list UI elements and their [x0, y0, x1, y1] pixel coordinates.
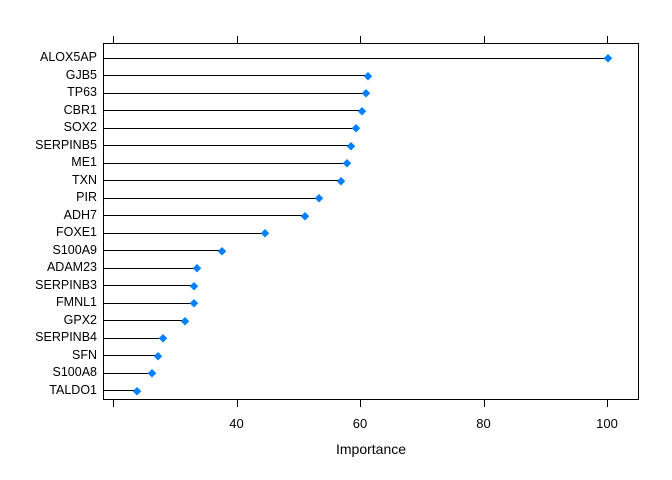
y-axis-label: FOXE1	[56, 225, 97, 240]
y-axis-label: CBR1	[63, 102, 97, 117]
y-axis-label: S100A9	[52, 242, 97, 257]
y-axis-label: GJB5	[65, 67, 97, 82]
stem-line	[104, 162, 347, 164]
x-tick-top	[483, 36, 485, 43]
data-point	[218, 246, 227, 255]
plot-area	[103, 43, 639, 400]
data-point	[604, 54, 612, 63]
x-tick-bottom	[360, 400, 361, 407]
stem-line	[104, 320, 185, 322]
x-tick-bottom	[236, 400, 238, 407]
y-axis-label: SOX2	[63, 120, 97, 135]
y-axis-label: ME1	[71, 155, 97, 170]
data-point	[352, 124, 361, 133]
data-point	[159, 334, 168, 343]
stem-line	[104, 145, 351, 147]
data-point	[181, 316, 189, 325]
x-tick-bottom	[607, 400, 608, 407]
stem-line	[104, 232, 265, 234]
x-tick-top	[236, 36, 238, 43]
data-point	[147, 369, 156, 378]
x-tick-top	[360, 36, 361, 43]
data-point	[361, 89, 370, 98]
stem-line	[104, 390, 137, 392]
stem-line	[104, 215, 305, 217]
stem-line	[104, 372, 152, 374]
data-point	[364, 71, 373, 80]
stem-line	[104, 285, 195, 287]
y-axis-label: TALDO1	[49, 382, 97, 397]
x-tick-label: 40	[229, 416, 244, 431]
data-point	[315, 194, 323, 203]
y-axis-label: FMNL1	[56, 295, 97, 310]
stem-line	[104, 92, 366, 94]
stem-line	[104, 127, 357, 129]
data-point	[346, 141, 355, 150]
data-point	[300, 211, 309, 220]
x-tick-label: 60	[352, 416, 368, 431]
y-axis-label: SERPINB5	[35, 137, 97, 152]
x-tick-bottom	[113, 400, 114, 407]
y-axis-label: SFN	[72, 347, 97, 362]
y-axis-label: PIR	[76, 190, 97, 205]
y-axis-label: TP63	[67, 85, 97, 100]
y-axis-label: GPX2	[63, 312, 97, 327]
y-axis-label: ADAM23	[46, 260, 97, 275]
x-tick-label: 100	[596, 416, 618, 431]
data-point	[357, 106, 366, 115]
x-axis-title: Importance	[335, 441, 407, 457]
data-point	[190, 281, 199, 290]
y-axis-label: ADH7	[63, 207, 97, 222]
stem-line	[104, 180, 342, 182]
stem-line	[104, 75, 369, 77]
data-point	[192, 264, 201, 273]
data-point	[132, 387, 141, 395]
x-tick-top	[113, 36, 114, 43]
y-axis-label: SERPINB4	[35, 330, 97, 345]
x-tick-label: 80	[476, 416, 491, 431]
stem-line	[104, 110, 362, 112]
stem-line	[104, 302, 195, 304]
y-axis-label: SERPINB3	[35, 277, 97, 292]
stem-line	[104, 197, 319, 199]
data-point	[153, 352, 162, 360]
data-point	[342, 159, 351, 168]
y-axis-label: S100A8	[52, 365, 97, 380]
stem-line	[104, 337, 164, 339]
stem-line	[104, 57, 608, 59]
x-tick-top	[607, 36, 608, 43]
y-axis-label: ALOX5AP	[40, 50, 97, 65]
stem-line	[104, 250, 223, 252]
x-tick-bottom	[483, 400, 485, 407]
y-axis-label: TXN	[72, 172, 97, 187]
stem-line	[104, 355, 158, 357]
data-point	[190, 299, 199, 308]
data-point	[260, 229, 269, 238]
stem-line	[104, 267, 197, 269]
data-point	[337, 176, 346, 185]
